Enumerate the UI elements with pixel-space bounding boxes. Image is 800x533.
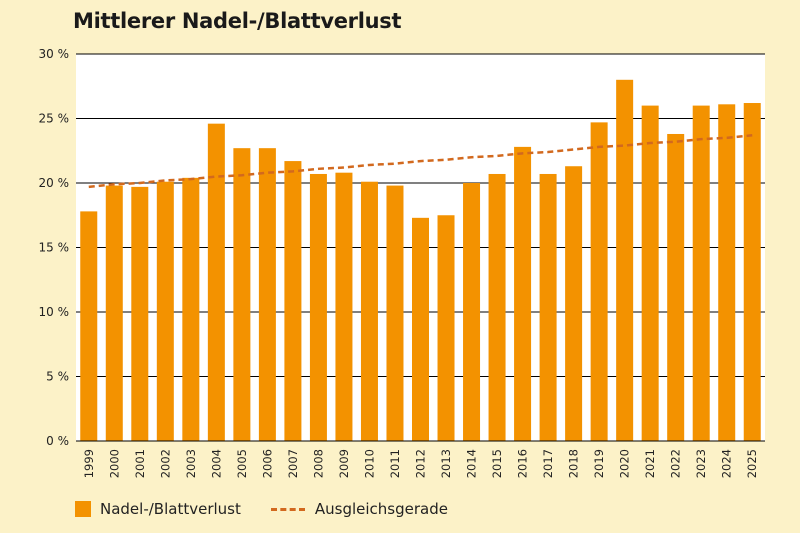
bar [616,79,634,442]
bar [488,173,506,441]
bar [692,105,710,441]
bar [284,161,302,441]
x-tick-label: 2009 [337,449,351,478]
x-tick-label: 2006 [260,449,274,478]
x-tick-label: 1999 [82,449,96,478]
x-tick-label: 2007 [286,449,300,478]
bar [258,148,276,442]
bar [233,148,251,442]
bar [539,173,557,441]
x-tick-label: 2021 [643,449,657,478]
x-tick-label: 2025 [745,449,759,478]
x-tick-label: 2018 [567,449,581,478]
chart-title: Mittlerer Nadel-/Blattverlust [73,9,402,33]
legend-label-line: Ausgleichsgerade [314,500,448,518]
legend-swatch-bar [75,501,91,517]
y-tick-label: 25 % [39,112,70,126]
y-tick-label: 15 % [39,241,70,255]
x-tick-label: 2019 [592,449,606,478]
x-tick-label: 2015 [490,449,504,478]
bar [156,181,174,441]
x-tick-label: 2005 [235,449,249,478]
bar [463,183,481,441]
bar [105,185,123,441]
bar [360,181,378,441]
x-tick-label: 2004 [209,449,223,478]
bar [718,104,736,441]
x-tick-label: 2001 [133,449,147,478]
bar [309,173,327,441]
x-tick-label: 2023 [694,449,708,478]
legend-swatch-line [270,507,305,511]
y-tick-label: 10 % [39,305,70,319]
x-tick-label: 2011 [388,449,402,478]
bar [590,122,608,442]
legend-label-bar: Nadel-/Blattverlust [100,500,241,518]
x-tick-label: 2013 [439,449,453,478]
bar [386,185,404,441]
x-tick-label: 2022 [669,449,683,478]
x-tick-label: 2024 [720,449,734,478]
x-tick-label: 2016 [516,449,530,478]
bar [335,172,353,441]
x-tick-label: 2003 [184,449,198,478]
bar [514,146,532,441]
trend-line [88,134,753,189]
bar [80,211,98,441]
bar [641,105,659,441]
bar [131,186,149,441]
y-tick-label: 20 % [39,176,70,190]
y-tick-label: 0 % [46,434,69,448]
x-tick-label: 2014 [465,449,479,478]
x-tick-label: 2008 [311,449,325,478]
y-tick-label: 5 % [46,370,69,384]
bar [565,166,583,442]
bar [743,103,761,442]
legend: Nadel-/Blattverlust Ausgleichsgerade [75,500,448,518]
bar [667,133,685,442]
bar [412,217,429,441]
bar [437,215,455,441]
x-tick-label: 2000 [107,449,121,478]
x-tick-label: 2010 [362,449,376,478]
y-tick-label: 30 % [39,47,70,61]
x-tick-label: 2020 [618,449,632,478]
bar [207,123,225,441]
x-tick-label: 2017 [541,449,555,478]
x-tick-label: 2002 [158,449,172,478]
bar [182,177,200,441]
x-tick-label: 2012 [414,449,428,478]
